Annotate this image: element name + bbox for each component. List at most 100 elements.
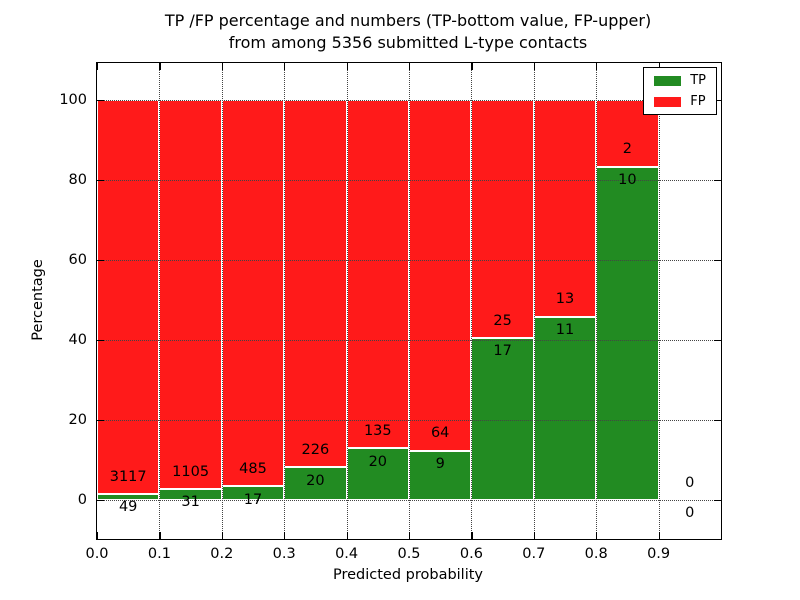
gridline-vertical [284, 63, 286, 539]
x-tick-label: 0.8 [584, 546, 608, 562]
fp-legend-label: FP [690, 94, 706, 109]
y-axis-label: Percentage [30, 259, 46, 341]
x-tick-label: 0.0 [85, 546, 109, 562]
gridline-vertical [409, 63, 410, 539]
x-tick-label: 0.2 [210, 546, 234, 562]
fp-legend-swatch [654, 96, 682, 107]
tp-bar-segment [596, 166, 659, 500]
fp-count-label: 2 [622, 141, 633, 158]
fp-count-label: 3117 [109, 468, 147, 485]
y-tick-mark-right [714, 100, 721, 102]
fp-bar-segment [159, 100, 222, 490]
tp-legend-swatch [654, 75, 682, 86]
chart-title-line2: from among 5356 submitted L-type contact… [228, 33, 588, 52]
x-tick-label: 0.1 [147, 546, 171, 562]
fp-bar-segment [221, 100, 285, 487]
fp-bar-segment [284, 100, 347, 468]
y-tick-mark [97, 100, 104, 102]
x-tick-mark-top [97, 63, 99, 70]
chart-title-line1: TP /FP percentage and numbers (TP-bottom… [164, 11, 652, 30]
x-tick-mark-top [409, 63, 411, 70]
fp-bar-segment [533, 100, 597, 317]
gridline-vertical [346, 63, 348, 539]
tp-count-label: 17 [243, 491, 263, 508]
x-tick-mark-top [221, 63, 223, 70]
y-tick-label: 40 [68, 332, 87, 348]
y-tick-mark [97, 340, 104, 342]
tp-count-label: 9 [435, 455, 445, 472]
tp-count-label: 17 [493, 343, 512, 360]
legend: TP FP [643, 67, 717, 115]
gridline-vertical [471, 63, 473, 539]
y-tick-mark-right [714, 180, 721, 182]
tp-legend-label: TP [690, 73, 706, 88]
x-tick-mark-top [596, 63, 598, 70]
x-tick-mark [346, 532, 348, 539]
fp-count-label: 13 [555, 291, 575, 308]
fp-bar-segment [346, 100, 409, 449]
x-tick-mark-top [346, 63, 348, 70]
y-tick-mark-right [714, 420, 721, 422]
y-tick-mark-right [714, 340, 721, 342]
y-tick-mark [97, 500, 104, 502]
y-tick-mark [97, 420, 104, 422]
tp-count-label: 0 [685, 505, 695, 522]
x-tick-mark-top [471, 63, 473, 70]
x-tick-mark [533, 532, 535, 539]
fp-count-label: 485 [239, 461, 267, 478]
x-tick-mark [159, 532, 161, 539]
x-axis-label: Predicted probability [332, 567, 484, 583]
x-tick-mark [658, 532, 660, 539]
y-tick-mark [97, 260, 104, 262]
tp-bar-segment [533, 316, 597, 500]
x-tick-label: 0.3 [272, 546, 296, 562]
fp-count-label: 1105 [172, 463, 210, 480]
x-tick-mark-top [284, 63, 286, 70]
x-tick-mark [221, 532, 223, 539]
y-tick-label: 80 [68, 172, 87, 188]
tp-bar-segment [97, 493, 160, 500]
y-tick-label: 60 [68, 252, 87, 268]
x-tick-mark [284, 532, 286, 539]
gridline-vertical [658, 63, 660, 539]
x-tick-mark-top [159, 63, 161, 70]
gridline-vertical [159, 63, 161, 539]
y-tick-mark [97, 180, 104, 182]
tp-count-label: 10 [618, 171, 637, 188]
gridline-vertical [596, 63, 598, 539]
fp-count-label: 64 [430, 425, 450, 442]
fp-count-label: 226 [301, 442, 330, 459]
fp-bar-segment [97, 100, 160, 494]
tp-count-label: 11 [555, 321, 575, 338]
y-tick-label: 100 [59, 92, 87, 108]
y-tick-label: 20 [68, 412, 87, 428]
x-tick-mark-top [533, 63, 535, 70]
tp-count-label: 20 [306, 472, 325, 489]
fp-count-label: 0 [685, 474, 695, 491]
x-tick-mark [97, 532, 99, 539]
y-tick-mark-right [714, 500, 721, 502]
tp-bar-segment [284, 467, 347, 500]
x-tick-mark [596, 532, 598, 539]
x-tick-label: 0.4 [335, 546, 359, 562]
x-tick-label: 0.7 [522, 546, 546, 562]
x-tick-mark [409, 532, 411, 539]
gridline-vertical [221, 63, 223, 539]
fp-count-label: 25 [493, 312, 512, 329]
gridline-vertical [533, 63, 535, 539]
plot-area: TP FP 0.0 0.1 0.2 0.3 0.4 0.5 0.6 0.7 0.8 0.9 0 20 4… [59, 62, 722, 562]
fp-count-label: 135 [363, 423, 392, 440]
fp-bar-segment [409, 100, 472, 451]
tp-count-label: 20 [368, 453, 388, 470]
y-tick-label: 0 [77, 492, 87, 508]
legend-item-fp: FP [654, 95, 706, 108]
x-tick-mark-top [658, 63, 660, 70]
fp-bar-segment [471, 100, 534, 339]
x-tick-mark [471, 532, 473, 539]
x-tick-label: 0.5 [397, 546, 421, 562]
legend-item-tp: TP [654, 74, 706, 87]
x-tick-label: 0.6 [459, 546, 483, 562]
tp-count-label: 49 [118, 499, 138, 515]
tp-count-label: 31 [181, 494, 200, 511]
y-tick-mark-right [714, 260, 721, 262]
